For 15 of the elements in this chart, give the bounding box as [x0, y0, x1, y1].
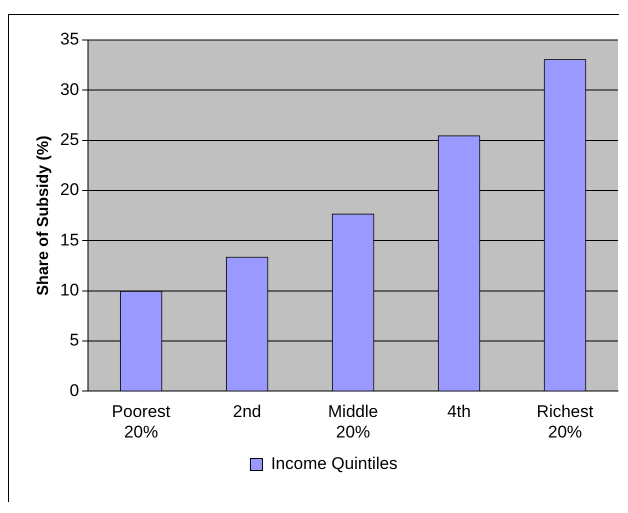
y-tick-label: 35: [60, 30, 80, 49]
legend-label: Income Quintiles: [270, 454, 398, 474]
y-tick-label: 30: [60, 80, 80, 99]
x-tick-label: Poorest 20%: [112, 402, 171, 442]
y-tick-label: 5: [70, 330, 80, 350]
x-tick-label: Richest 20%: [536, 402, 594, 442]
y-tick-label: 20: [60, 180, 80, 200]
y-tick-label: 15: [60, 230, 80, 250]
y-axis-title: Share of Subsidy (%): [35, 136, 52, 296]
y-tick-label: 0: [70, 380, 80, 400]
y-tick-label: 25: [60, 130, 80, 150]
x-tick-label: Middle 20%: [328, 402, 378, 442]
x-tick-label: 2nd: [232, 402, 262, 422]
y-tick-label: 10: [60, 280, 80, 300]
x-tick-label: 4th: [447, 402, 471, 422]
